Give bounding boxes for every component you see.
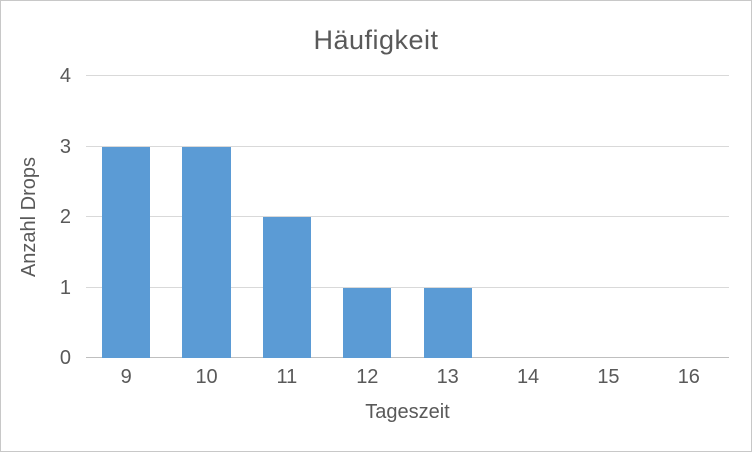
- plot-area: [86, 75, 729, 358]
- gridline: [86, 75, 729, 76]
- x-tick-label: 13: [436, 366, 459, 388]
- bar: [262, 217, 312, 358]
- x-tick-label: 10: [195, 366, 218, 388]
- bar-slot: [166, 76, 246, 358]
- gridline: [86, 286, 729, 288]
- gridline: [86, 216, 729, 217]
- bar: [182, 146, 231, 358]
- bar-slot: [649, 76, 729, 358]
- x-tick-label: 9: [120, 366, 132, 388]
- bar-slot: [488, 76, 568, 358]
- bar-slot: [568, 76, 648, 358]
- x-tick-label: 12: [356, 366, 379, 388]
- y-tick-label: 2: [59, 206, 71, 228]
- y-tick-label: 4: [59, 65, 71, 87]
- y-axis-tick-labels: 0 1 2 3 4: [1, 66, 71, 368]
- x-tick-label: 14: [516, 366, 540, 388]
- x-axis-title: Tageszeit: [365, 401, 450, 423]
- bar: [343, 287, 392, 358]
- x-axis-tick-labels: 9 10 11 12 13 14 15 16: [86, 367, 729, 387]
- y-tick-label: 0: [59, 347, 71, 369]
- bar-slot: [327, 76, 407, 358]
- bar: [423, 287, 472, 358]
- bar: [102, 146, 151, 358]
- chart-title: Häufigkeit: [313, 25, 439, 55]
- y-tick-label: 3: [59, 135, 71, 158]
- bar-slot: [247, 76, 327, 358]
- bar-series: [86, 76, 729, 358]
- bar-slot: [408, 76, 488, 358]
- x-tick-label: 15: [597, 366, 620, 388]
- gridline: [86, 145, 729, 147]
- x-tick-label: 16: [677, 366, 700, 388]
- x-tick-label: 11: [276, 366, 298, 388]
- x-axis-line: [86, 357, 729, 358]
- y-tick-label: 1: [59, 276, 71, 299]
- bar-slot: [86, 76, 166, 358]
